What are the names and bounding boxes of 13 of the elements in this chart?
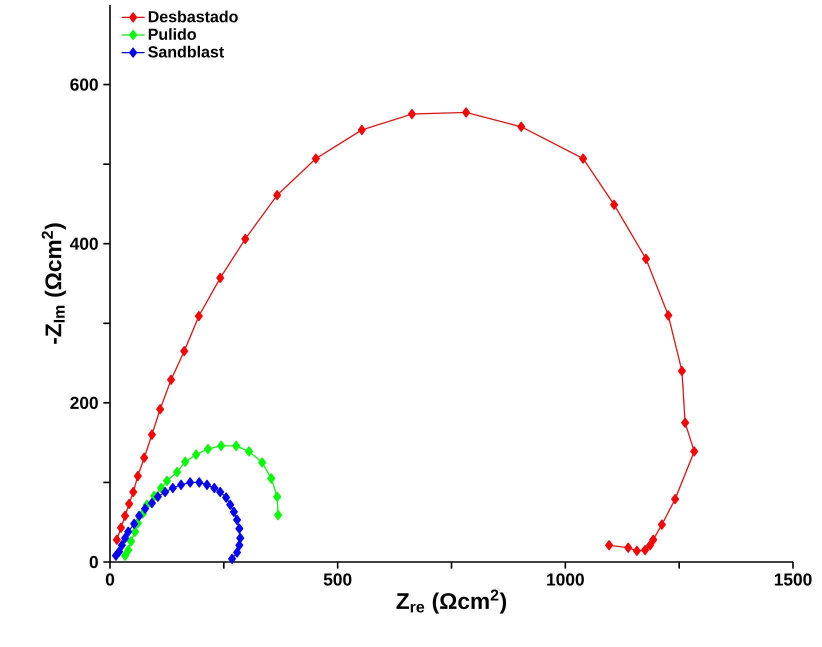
y-axis-title: -Z$_{Im}$ (Ωcm$^{2}$) — [42, 223, 66, 344]
y-tick-label: 400 — [70, 238, 98, 250]
x-axis-title: Z$_{re}$ (Ωcm$^{2}$) — [396, 589, 506, 614]
x-tick-label: 0 — [106, 573, 114, 586]
x-tick-label: 1500 — [774, 573, 812, 586]
x-tick-label: 500 — [324, 573, 352, 586]
y-tick-label: 200 — [70, 396, 98, 409]
legend-label: Pulido — [148, 28, 196, 40]
y-tick-label: 600 — [70, 78, 98, 91]
x-tick-label: 1000 — [547, 573, 584, 586]
legend-label: Sandblast — [148, 46, 224, 58]
legend-label: Desbastado — [148, 10, 238, 22]
y-tick-label: 0 — [90, 556, 98, 568]
